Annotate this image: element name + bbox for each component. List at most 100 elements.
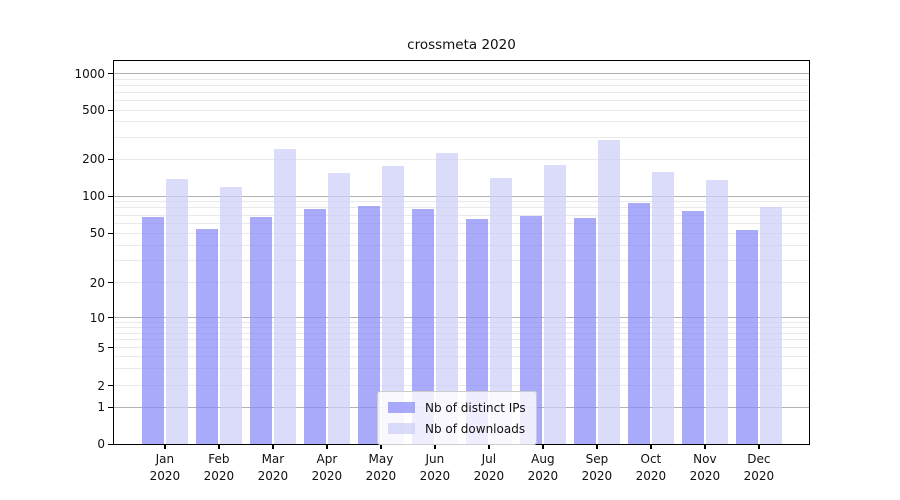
gridline-minor bbox=[113, 356, 810, 358]
x-axis-tick-label: Jul 2020 bbox=[461, 451, 517, 484]
gridline-minor bbox=[113, 121, 810, 123]
y-axis-tick-label: 1 bbox=[97, 400, 105, 414]
bar-distinct-ips-sep bbox=[574, 218, 596, 444]
bar-downloads-nov bbox=[706, 180, 728, 444]
bar-downloads-dec bbox=[760, 206, 782, 444]
bar-downloads-jul bbox=[490, 178, 512, 444]
x-axis-tick-label: Mar 2020 bbox=[245, 451, 301, 484]
x-axis-tick-label: Sep 2020 bbox=[569, 451, 625, 484]
bar-distinct-ips-jul bbox=[466, 219, 488, 444]
y-axis-tick bbox=[108, 195, 113, 197]
x-axis-tick bbox=[380, 445, 382, 449]
bar-distinct-ips-jun bbox=[412, 208, 434, 444]
x-axis-tick bbox=[272, 445, 274, 449]
gridline-minor bbox=[113, 385, 810, 386]
gridline-minor bbox=[113, 99, 810, 101]
bar-distinct-ips-apr bbox=[304, 209, 326, 444]
x-label-month: Oct bbox=[640, 452, 662, 466]
bar-distinct-ips-may bbox=[358, 205, 380, 444]
y-axis-tick bbox=[108, 232, 113, 234]
x-label-year: 2020 bbox=[257, 468, 289, 483]
gridline-minor bbox=[113, 326, 810, 328]
y-axis-tick bbox=[108, 282, 113, 284]
y-axis-tick bbox=[108, 109, 113, 111]
x-axis-tick bbox=[164, 445, 166, 449]
x-label-year: 2020 bbox=[743, 468, 775, 483]
gridline-minor bbox=[113, 244, 810, 246]
y-axis-tick bbox=[108, 385, 113, 387]
x-axis-tick-label: Dec 2020 bbox=[731, 451, 787, 484]
legend-item-distinct-ips: Nb of distinct IPs bbox=[388, 397, 526, 418]
y-axis-tick-label: 20 bbox=[89, 275, 105, 290]
x-axis-tick bbox=[704, 445, 706, 449]
x-axis-tick-label: Nov 2020 bbox=[677, 451, 733, 484]
x-label-year: 2020 bbox=[689, 468, 721, 483]
bar-downloads-jun bbox=[436, 152, 458, 444]
legend-swatch-distinct-ips bbox=[388, 402, 415, 413]
y-axis-tick bbox=[108, 347, 113, 349]
x-axis-tick bbox=[596, 445, 598, 449]
x-axis-tick-label: Oct 2020 bbox=[623, 451, 679, 484]
x-axis-tick bbox=[326, 445, 328, 449]
gridline-minor bbox=[113, 332, 810, 334]
x-label-year: 2020 bbox=[635, 468, 667, 483]
x-label-month: Aug bbox=[531, 452, 555, 466]
gridline-minor bbox=[113, 84, 810, 86]
y-axis-tick-label: 100 bbox=[82, 189, 105, 203]
gridline-major bbox=[113, 317, 810, 319]
x-label-month: May bbox=[368, 452, 394, 466]
x-label-month: Mar bbox=[261, 452, 285, 466]
y-axis-tick bbox=[108, 317, 113, 319]
bar-distinct-ips-jan bbox=[142, 217, 164, 444]
x-axis-tick bbox=[488, 445, 490, 449]
x-axis-tick-label: Feb 2020 bbox=[191, 451, 247, 484]
gridline-minor bbox=[113, 136, 810, 138]
x-axis-tick bbox=[758, 445, 760, 449]
x-axis-tick bbox=[650, 445, 652, 449]
x-label-month: Jul bbox=[481, 452, 497, 466]
gridline-minor bbox=[113, 260, 810, 262]
x-label-month: Feb bbox=[208, 452, 230, 466]
y-axis-tick bbox=[108, 443, 113, 445]
x-axis-tick-label: Jan 2020 bbox=[137, 451, 193, 484]
bar-distinct-ips-nov bbox=[682, 211, 704, 444]
y-axis-tick-label: 200 bbox=[82, 152, 105, 166]
x-label-year: 2020 bbox=[473, 468, 505, 483]
gridline-minor bbox=[113, 158, 810, 160]
y-axis-tick bbox=[108, 406, 113, 408]
chart-title: crossmeta 2020 bbox=[407, 37, 516, 53]
bar-distinct-ips-aug bbox=[520, 215, 542, 444]
gridline-minor bbox=[113, 78, 810, 80]
gridline-minor bbox=[113, 91, 810, 93]
x-label-year: 2020 bbox=[311, 468, 343, 483]
bar-distinct-ips-oct bbox=[628, 202, 650, 444]
x-axis-tick-label: Apr 2020 bbox=[299, 451, 355, 484]
y-axis-tick bbox=[108, 73, 113, 75]
x-label-month: Sep bbox=[585, 452, 609, 466]
x-label-year: 2020 bbox=[527, 468, 559, 483]
legend-label-distinct-ips: Nb of distinct IPs bbox=[425, 400, 526, 415]
gridline-minor bbox=[113, 339, 810, 341]
gridline-minor bbox=[113, 282, 810, 283]
y-axis-tick-label: 500 bbox=[82, 103, 105, 117]
x-label-month: Dec bbox=[747, 452, 771, 466]
gridline-minor bbox=[113, 368, 810, 370]
y-axis-tick-label: 5 bbox=[97, 340, 105, 355]
bar-downloads-may bbox=[382, 166, 404, 444]
x-label-month: Jan bbox=[155, 452, 175, 466]
bar-distinct-ips-dec bbox=[736, 229, 758, 444]
bar-downloads-jan bbox=[166, 179, 188, 444]
bar-downloads-sep bbox=[598, 140, 620, 444]
x-label-year: 2020 bbox=[365, 468, 397, 483]
gridline-major bbox=[113, 195, 810, 197]
x-label-year: 2020 bbox=[419, 468, 451, 483]
legend-item-downloads: Nb of downloads bbox=[388, 418, 526, 439]
x-label-month: Nov bbox=[693, 452, 717, 466]
gridline-minor bbox=[113, 222, 810, 224]
legend-swatch-downloads bbox=[388, 423, 415, 434]
gridline-minor bbox=[113, 201, 810, 203]
x-axis-tick bbox=[218, 445, 220, 449]
bar-distinct-ips-mar bbox=[250, 217, 272, 444]
x-label-month: Apr bbox=[316, 452, 338, 466]
gridline-minor bbox=[113, 207, 810, 209]
